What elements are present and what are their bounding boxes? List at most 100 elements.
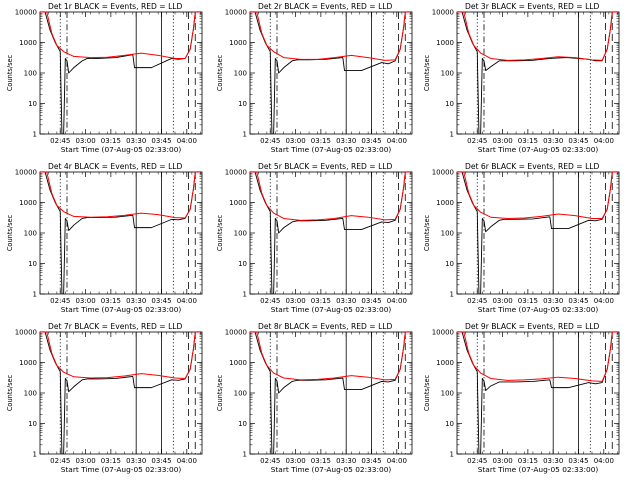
x-tick-label: 04:00 (594, 297, 614, 305)
chart-title: Det 3r BLACK = Events, RED = LLD (465, 2, 600, 11)
chart-title: Det 5r BLACK = Events, RED = LLD (258, 162, 393, 171)
chart-title: Det 2r BLACK = Events, RED = LLD (258, 2, 393, 11)
x-tick-label: 03:00 (285, 457, 305, 465)
plot-area (250, 12, 411, 134)
y-tick-label: 100 (441, 70, 454, 78)
lld-series-line (250, 12, 411, 61)
x-tick-label: 03:00 (75, 137, 95, 145)
x-tick-label: 03:45 (568, 457, 588, 465)
y-tick-label: 1000 (229, 199, 247, 207)
y-tick-label: 10 (238, 260, 247, 268)
x-tick-label: 03:30 (543, 137, 563, 145)
x-tick-label: 03:00 (492, 297, 512, 305)
y-tick-label: 1 (33, 291, 37, 299)
y-tick-label: 100 (441, 230, 454, 238)
events-series-line (40, 12, 201, 134)
events-series-line (457, 332, 618, 454)
plot-area (250, 332, 411, 454)
x-tick-label: 04:00 (177, 137, 197, 145)
x-tick-label: 03:30 (336, 137, 356, 145)
y-tick-label: 10000 (225, 9, 247, 17)
events-series-line (250, 12, 411, 134)
x-tick-label: 02:45 (467, 137, 487, 145)
x-axis-label: Start Time (07-Aug-05 02:33:00) (271, 465, 392, 474)
plot-area (40, 332, 201, 454)
x-tick-label: 03:15 (518, 297, 538, 305)
y-tick-label: 100 (234, 230, 247, 238)
y-tick-label: 10 (238, 420, 247, 428)
x-tick-label: 03:45 (361, 297, 381, 305)
y-axis-label: Counts/sec (423, 374, 431, 411)
lld-series-line (40, 12, 201, 59)
x-tick-label: 03:15 (101, 457, 121, 465)
lld-series-line (457, 172, 618, 219)
y-tick-label: 10000 (15, 329, 37, 337)
y-tick-label: 10 (445, 100, 454, 108)
x-tick-label: 02:45 (50, 457, 70, 465)
y-tick-label: 1 (33, 451, 37, 459)
chart-title: Det 6r BLACK = Events, RED = LLD (465, 162, 600, 171)
x-tick-label: 03:15 (518, 137, 538, 145)
x-tick-label: 04:00 (387, 137, 407, 145)
x-tick-label: 02:45 (260, 457, 280, 465)
x-axis-label: Start Time (07-Aug-05 02:33:00) (61, 145, 182, 154)
plot-area (40, 172, 201, 294)
x-axis-label: Start Time (07-Aug-05 02:33:00) (271, 305, 392, 314)
y-tick-label: 100 (24, 390, 37, 398)
x-axis-label: Start Time (07-Aug-05 02:33:00) (61, 305, 182, 314)
y-tick-label: 1 (450, 451, 454, 459)
plot-area (250, 172, 411, 294)
y-tick-label: 1 (33, 131, 37, 139)
x-tick-label: 03:45 (568, 137, 588, 145)
x-tick-label: 02:45 (467, 297, 487, 305)
y-tick-label: 1000 (436, 199, 454, 207)
chart-panel-4: Det 4r BLACK = Events, RED = LLD 1 10 100 10… (6, 162, 203, 314)
y-tick-label: 10000 (15, 169, 37, 177)
x-tick-label: 03:30 (126, 457, 146, 465)
y-tick-label: 10 (28, 260, 37, 268)
x-tick-label: 04:00 (177, 457, 197, 465)
y-axis-label: Counts/sec (6, 374, 14, 411)
events-series-line (457, 172, 618, 294)
y-tick-label: 100 (441, 390, 454, 398)
x-tick-label: 03:00 (75, 297, 95, 305)
chart-panel-5: Det 5r BLACK = Events, RED = LLD 1 10 100 10… (216, 162, 413, 314)
x-tick-label: 03:30 (126, 137, 146, 145)
plot-area (457, 12, 618, 134)
y-tick-label: 10000 (225, 169, 247, 177)
y-tick-label: 100 (24, 230, 37, 238)
y-tick-label: 1 (243, 131, 247, 139)
events-series-line (40, 172, 201, 294)
x-tick-label: 04:00 (387, 457, 407, 465)
y-tick-label: 10000 (225, 329, 247, 337)
x-tick-label: 03:45 (151, 457, 171, 465)
chart-title: Det 8r BLACK = Events, RED = LLD (258, 322, 393, 331)
x-tick-label: 03:30 (126, 297, 146, 305)
x-tick-label: 03:15 (101, 297, 121, 305)
x-tick-label: 03:00 (492, 137, 512, 145)
y-tick-label: 10000 (432, 9, 454, 17)
y-tick-label: 10000 (432, 329, 454, 337)
events-series-line (250, 332, 411, 454)
y-tick-label: 100 (234, 70, 247, 78)
x-axis-label: Start Time (07-Aug-05 02:33:00) (478, 465, 599, 474)
x-axis-label: Start Time (07-Aug-05 02:33:00) (478, 145, 599, 154)
x-tick-label: 02:45 (50, 297, 70, 305)
x-tick-label: 03:15 (518, 457, 538, 465)
chart-panel-2: Det 2r BLACK = Events, RED = LLD 1 10 100 10… (216, 2, 413, 154)
y-tick-label: 10 (445, 420, 454, 428)
y-axis-label: Counts/sec (216, 374, 224, 411)
x-tick-label: 03:15 (311, 297, 331, 305)
y-axis-label: Counts/sec (216, 214, 224, 251)
chart-panel-8: Det 8r BLACK = Events, RED = LLD 1 10 100 10… (216, 322, 413, 474)
lld-series-line (250, 172, 411, 221)
y-tick-label: 10 (238, 100, 247, 108)
y-tick-label: 1000 (436, 39, 454, 47)
y-axis-label: Counts/sec (216, 54, 224, 91)
y-tick-label: 1 (243, 291, 247, 299)
y-axis-label: Counts/sec (6, 54, 14, 91)
y-tick-label: 1000 (19, 359, 37, 367)
y-tick-label: 10 (28, 100, 37, 108)
chart-title: Det 7r BLACK = Events, RED = LLD (48, 322, 183, 331)
